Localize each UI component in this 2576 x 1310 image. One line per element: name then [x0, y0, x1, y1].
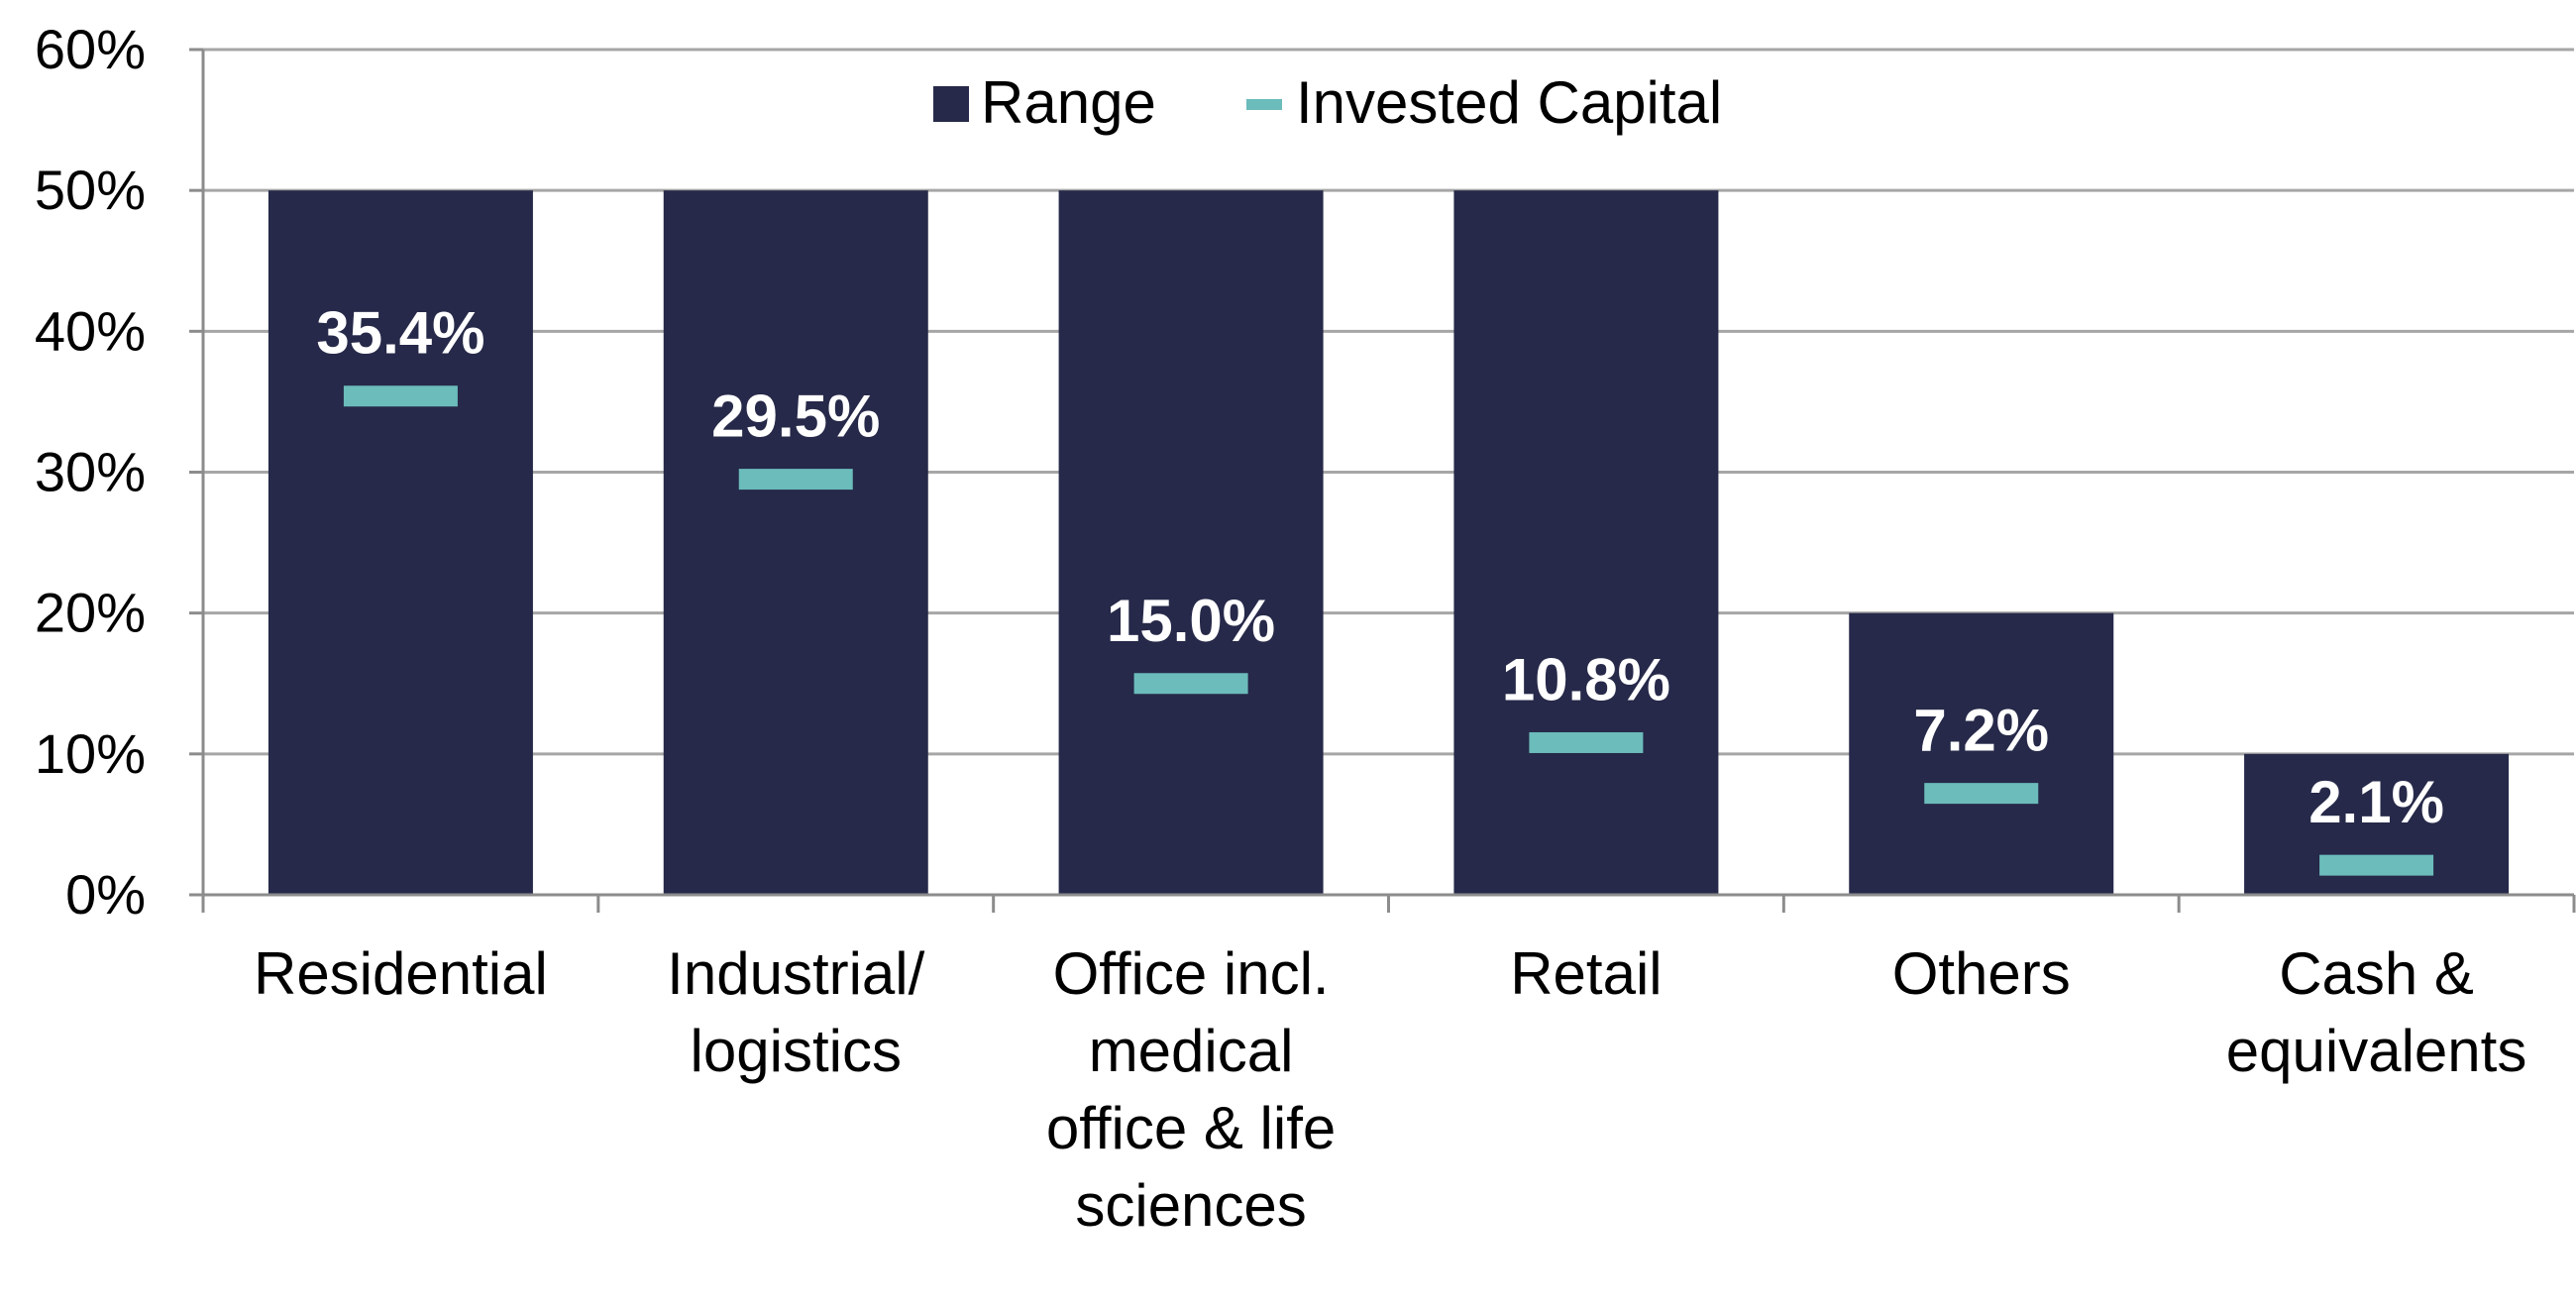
category-label: logistics	[691, 1018, 902, 1084]
category-label: Office incl.	[1053, 940, 1330, 1007]
legend-invested-swatch	[1246, 99, 1282, 110]
legend-invested-label: Invested Capital	[1296, 69, 1722, 136]
category-label: Residential	[254, 940, 548, 1007]
legend-range-swatch	[933, 86, 969, 122]
y-tick-label: 60%	[35, 18, 146, 80]
category-label: office & life	[1046, 1095, 1336, 1161]
range-bar	[1058, 190, 1324, 895]
category-label: equivalents	[2226, 1018, 2527, 1084]
data-label: 7.2%	[1913, 698, 2049, 764]
range-bar	[268, 190, 533, 895]
invested-capital-marker	[1133, 673, 1248, 695]
y-tick-label: 50%	[35, 159, 146, 221]
y-tick-label: 0%	[65, 863, 146, 926]
y-tick-label: 10%	[35, 722, 146, 785]
category-label: sciences	[1075, 1172, 1306, 1239]
category-label: Industrial/	[667, 940, 924, 1007]
category-label: medical	[1089, 1018, 1294, 1084]
category-label: Retail	[1510, 940, 1662, 1007]
data-label: 10.8%	[1502, 646, 1670, 712]
category-label: Cash &	[2279, 940, 2474, 1007]
legend-range-label: Range	[981, 69, 1156, 136]
range-bar	[1453, 190, 1719, 895]
data-label: 29.5%	[711, 383, 880, 450]
y-tick-label: 40%	[35, 299, 146, 362]
invested-capital-marker	[1924, 783, 2039, 805]
category-label: Others	[1892, 940, 2071, 1007]
invested-capital-marker	[1529, 731, 1644, 753]
data-label: 2.1%	[2308, 769, 2444, 835]
range-bar	[1849, 612, 2114, 895]
data-label: 35.4%	[316, 300, 484, 367]
y-tick-label: 30%	[35, 441, 146, 503]
y-tick-label: 20%	[35, 582, 146, 644]
invested-capital-marker	[343, 385, 458, 407]
range-bar	[663, 190, 928, 895]
invested-capital-marker	[738, 469, 853, 491]
invested-capital-marker	[2319, 854, 2434, 876]
data-label: 15.0%	[1107, 588, 1275, 654]
